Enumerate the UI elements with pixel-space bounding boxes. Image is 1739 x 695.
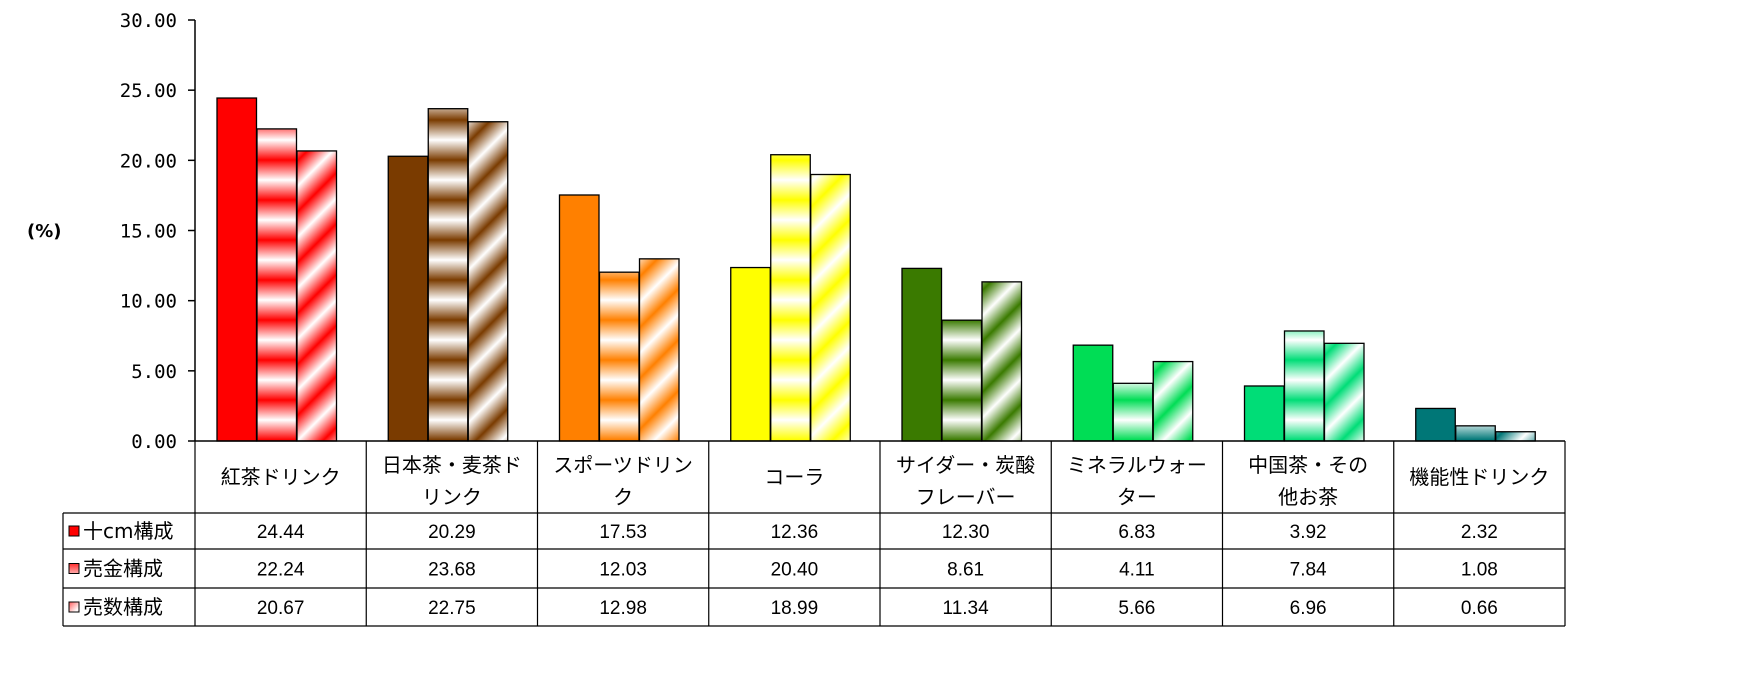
bar-3-6 [1152, 360, 1194, 442]
y-tick-label: 15.00 [120, 221, 177, 243]
bar-1-1 [216, 97, 258, 442]
bar-2-3 [598, 271, 640, 442]
data-label: 12.03 [599, 560, 647, 581]
x-tick-label: 機能性ドリンク [1409, 465, 1549, 489]
data-label: 6.96 [1290, 598, 1327, 619]
y-tick-label: 30.00 [120, 10, 177, 32]
data-label: 12.98 [599, 598, 647, 619]
bar-2-2 [427, 108, 469, 442]
data-label: 20.29 [428, 522, 476, 543]
data-label: 2.32 [1461, 522, 1498, 543]
bar-1-4 [730, 266, 771, 442]
data-label: 23.68 [428, 560, 476, 581]
y-tick-label: 0.00 [131, 431, 177, 453]
data-label: 12.30 [942, 522, 990, 543]
x-tick-label: ミネラルウォー [1067, 453, 1207, 477]
data-label: 22.75 [428, 598, 476, 619]
bars [216, 97, 1536, 442]
x-tick-label: フレーバー [916, 485, 1016, 509]
legend-key-3 [68, 601, 80, 613]
y-axis: 0.00 5.00 10.00 15.00 20.00 25.00 30.00 (%) [27, 10, 196, 453]
bar-2-5 [941, 319, 983, 442]
data-label: 12.36 [771, 522, 819, 543]
bar-3-5 [981, 281, 1023, 442]
x-tick-label: リンク [422, 485, 482, 509]
bar-3-1 [296, 150, 338, 442]
legend-label-3: 売数構成 [83, 595, 163, 619]
y-tick-label: 5.00 [131, 361, 177, 383]
bar-2-8 [1455, 425, 1496, 442]
data-label: 11.34 [943, 598, 990, 619]
bar-2-4 [770, 154, 811, 442]
x-tick-label: スポーツドリン [553, 453, 693, 477]
bar-1-2 [387, 155, 429, 442]
x-tick-label: サイダー・炭酸 [896, 453, 1035, 477]
data-label: 20.67 [257, 598, 305, 619]
y-tick-label: 10.00 [120, 291, 177, 313]
x-tick-label: 日本茶・麦茶ド [382, 453, 522, 477]
bar-2-7 [1283, 330, 1325, 442]
x-tick-label: 他お茶 [1278, 485, 1338, 509]
legend-key-2 [68, 563, 80, 574]
data-label: 4.11 [1119, 560, 1155, 581]
bar-3-8 [1495, 431, 1536, 442]
bar-3-4 [810, 173, 851, 442]
data-label: 17.53 [599, 522, 647, 543]
data-label: 5.66 [1118, 598, 1155, 619]
legend-key-1 [68, 525, 80, 537]
x-tick-label: ター [1117, 485, 1157, 509]
x-tick-label: ク [613, 485, 633, 509]
data-label: 1.08 [1461, 560, 1498, 581]
x-tick-label: 紅茶ドリンク [221, 465, 341, 489]
bar-2-6 [1112, 382, 1154, 442]
data-label: 0.66 [1461, 598, 1498, 619]
data-label: 6.83 [1118, 522, 1155, 543]
data-label: 22.24 [257, 560, 305, 581]
data-label: 20.40 [771, 560, 819, 581]
y-axis-label: (%) [27, 221, 62, 242]
bar-3-7 [1323, 342, 1365, 442]
y-tick-label: 20.00 [120, 150, 177, 172]
data-label: 7.84 [1290, 560, 1327, 581]
bar-2-1 [256, 128, 298, 442]
bar-3-3 [638, 258, 680, 442]
legend-label-1: 十cm構成 [83, 519, 173, 543]
x-tick-label: コーラ [764, 465, 824, 489]
bar-1-3 [558, 194, 600, 442]
x-tick-label: 中国茶・その [1248, 453, 1368, 477]
data-label: 24.44 [257, 522, 305, 543]
bar-1-8 [1415, 407, 1456, 442]
data-label: 8.61 [947, 560, 984, 581]
bar-3-2 [467, 121, 509, 442]
bar-1-5 [901, 267, 943, 442]
bar-1-7 [1243, 385, 1285, 442]
bar-1-6 [1072, 344, 1114, 442]
legend-label-2: 売金構成 [83, 557, 163, 581]
y-tick-label: 25.00 [120, 80, 177, 102]
data-label: 18.99 [771, 598, 819, 619]
data-label: 3.92 [1290, 522, 1327, 543]
